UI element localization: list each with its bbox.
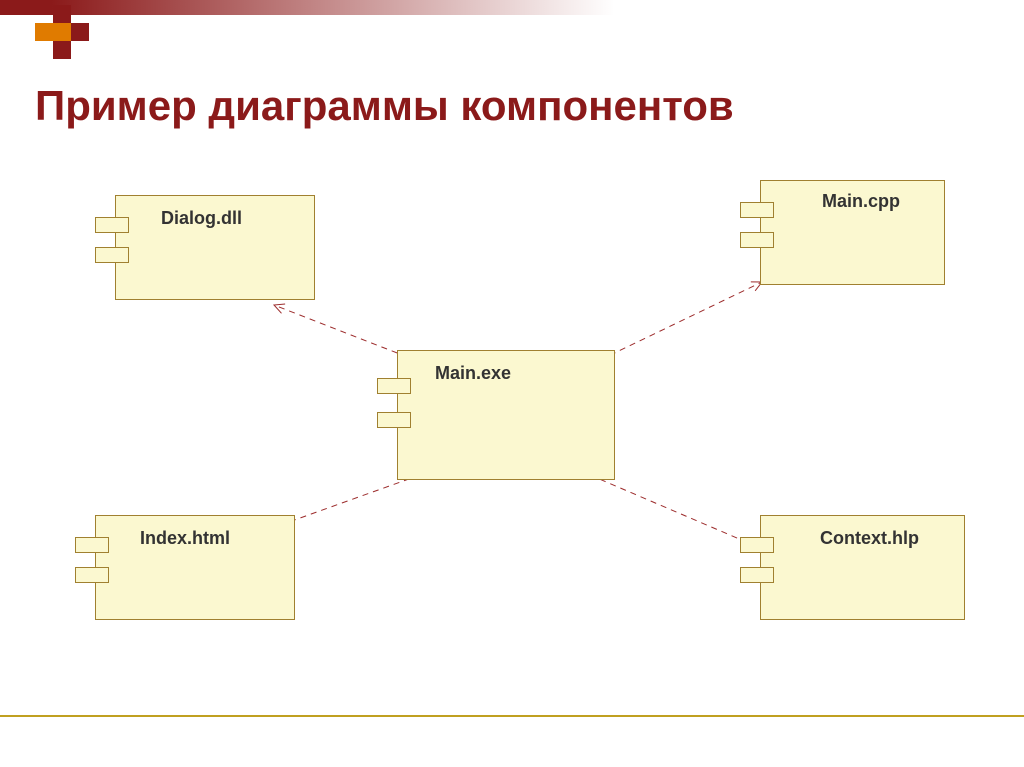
component-label: Index.html (140, 528, 230, 549)
bottom-border (0, 715, 1024, 717)
edge-mainexe-index (275, 475, 420, 527)
logo-square (71, 23, 89, 41)
component-tab (95, 247, 129, 263)
logo-square (53, 23, 71, 41)
component-diagram: Dialog.dll Main.cpp Main.exe Index.html Cont… (0, 165, 1024, 715)
component-mainexe: Main.exe (397, 350, 615, 480)
component-index: Index.html (95, 515, 295, 620)
component-tab (75, 537, 109, 553)
component-label: Dialog.dll (161, 208, 242, 229)
component-tab (740, 202, 774, 218)
edge-mainexe-context (590, 475, 758, 547)
component-tab (95, 217, 129, 233)
logo-square (35, 23, 53, 41)
component-maincpp: Main.cpp (760, 180, 945, 285)
component-tab (740, 232, 774, 248)
component-tab (75, 567, 109, 583)
component-label: Main.cpp (822, 191, 900, 212)
top-gradient-bar (0, 0, 1024, 15)
logo-square (53, 41, 71, 59)
component-label: Context.hlp (820, 528, 919, 549)
component-tab (377, 412, 411, 428)
component-tab (740, 567, 774, 583)
slide-title: Пример диаграммы компонентов (35, 82, 734, 130)
logo-square (53, 5, 71, 23)
component-label: Main.exe (435, 363, 511, 384)
component-tab (377, 378, 411, 394)
edge-mainexe-maincpp (600, 282, 762, 360)
component-context: Context.hlp (760, 515, 965, 620)
component-dialog: Dialog.dll (115, 195, 315, 300)
component-tab (740, 537, 774, 553)
